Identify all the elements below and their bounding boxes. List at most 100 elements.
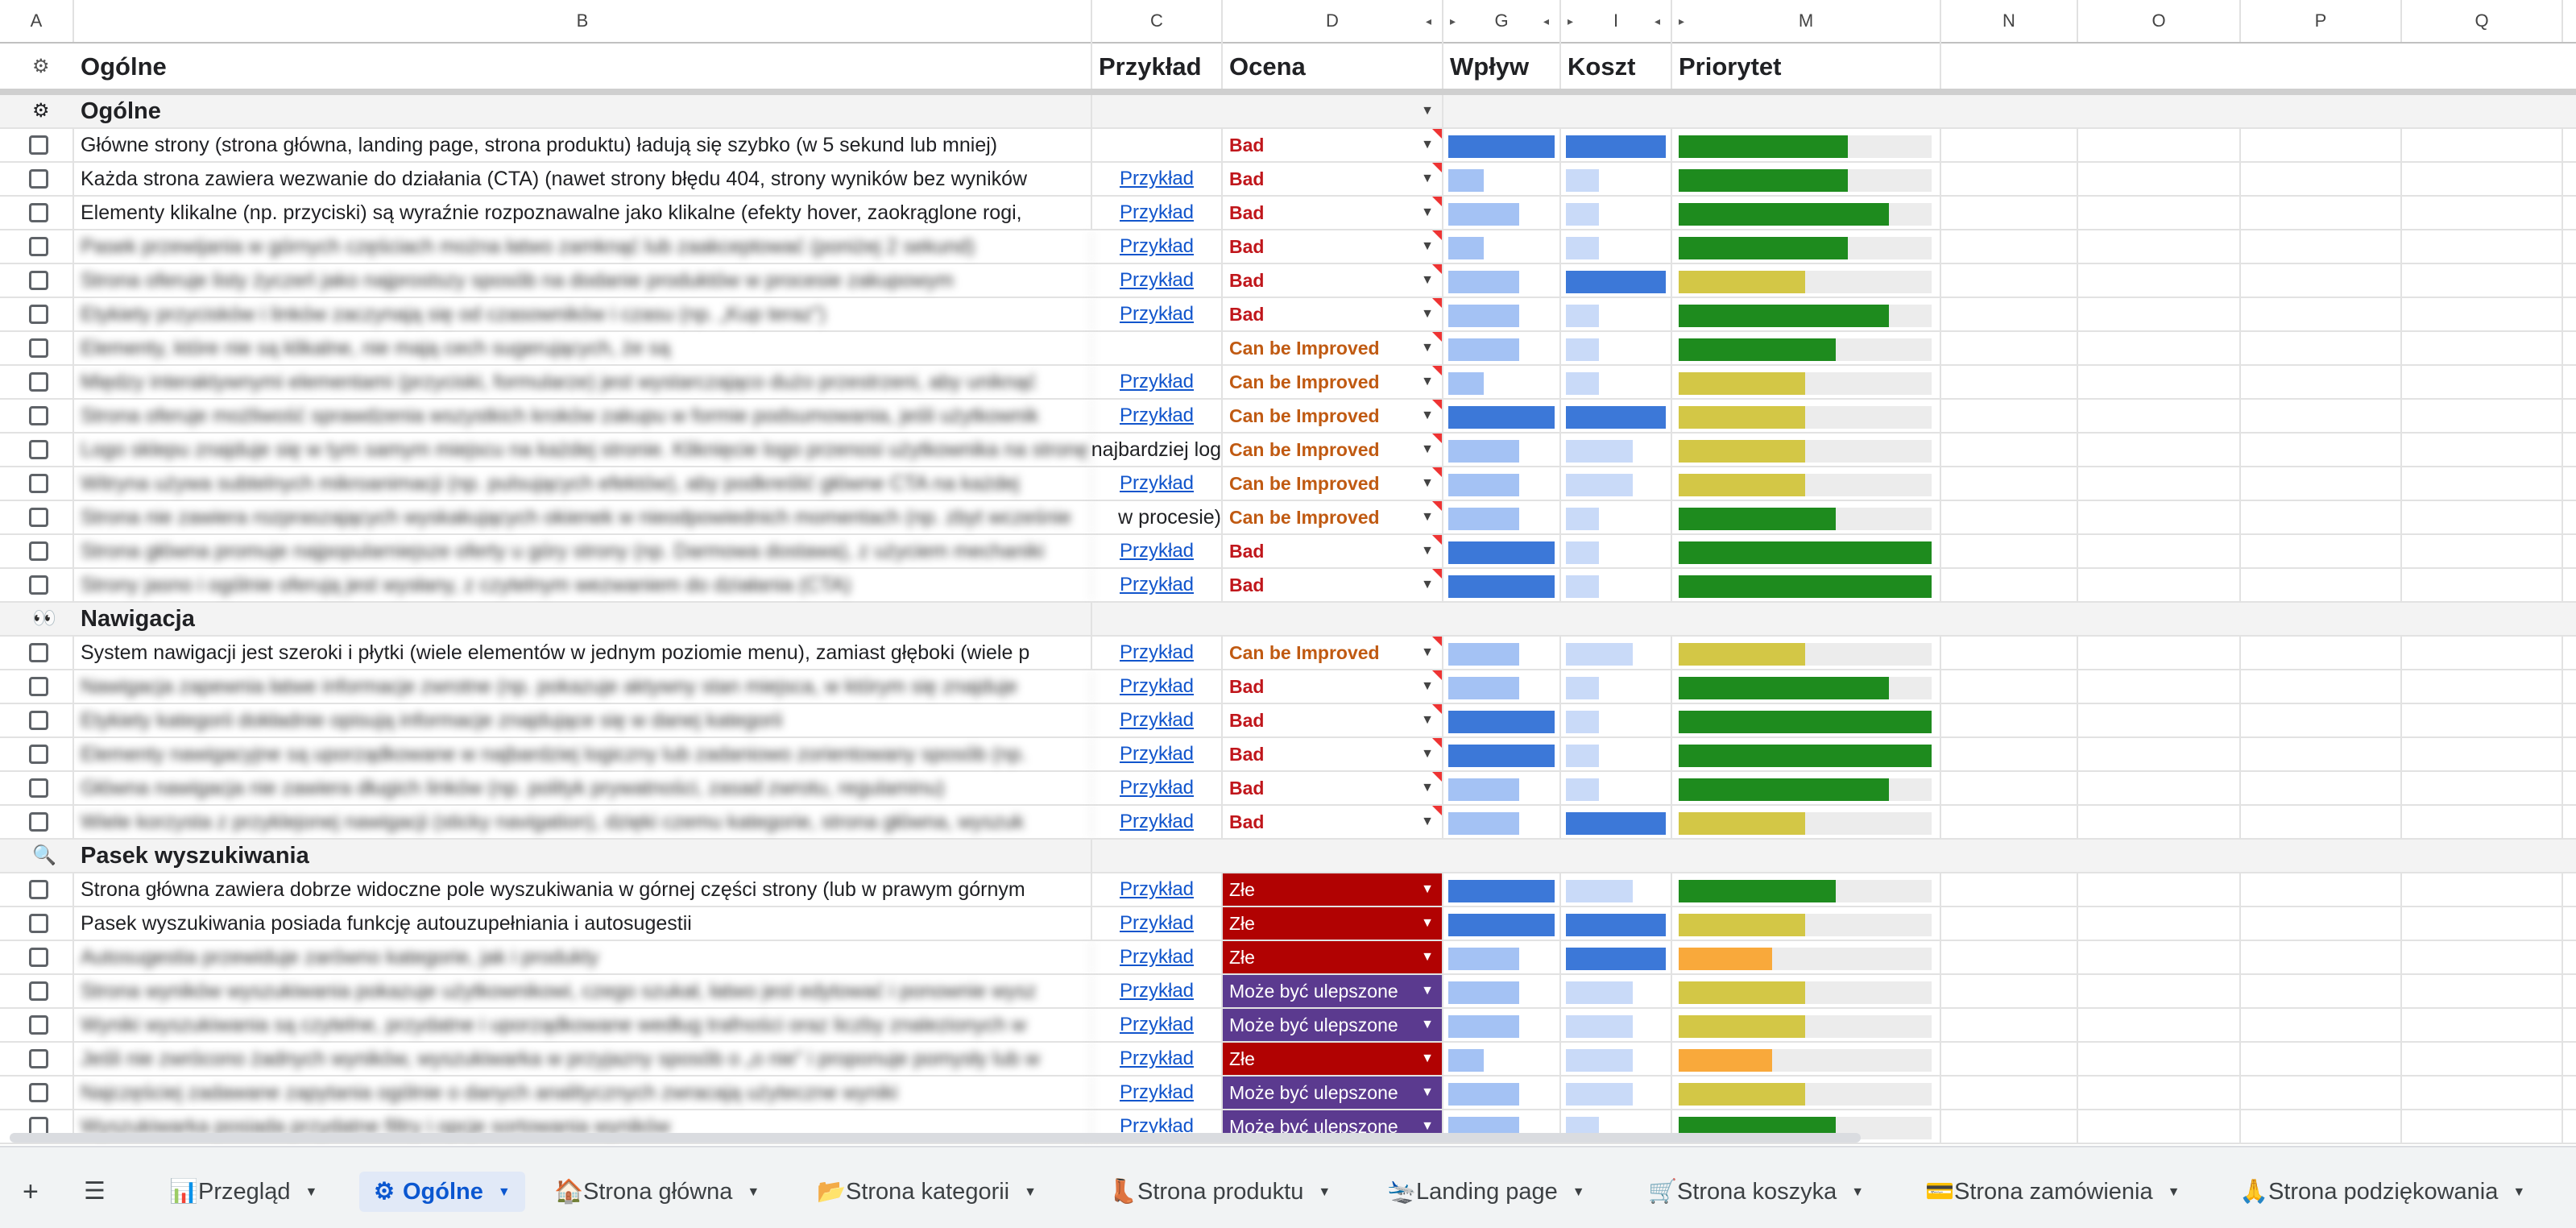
chevron-down-icon[interactable]: ▼ bbox=[1421, 172, 1434, 185]
chevron-down-icon[interactable]: ▼ bbox=[1421, 815, 1434, 828]
checkbox[interactable] bbox=[29, 508, 48, 527]
tab-przegląd[interactable]: 📊Przegląd ▼ bbox=[169, 1172, 317, 1212]
checkbox[interactable] bbox=[29, 1083, 48, 1102]
horizontal-scrollbar[interactable] bbox=[10, 1133, 1861, 1143]
checkbox[interactable] bbox=[29, 203, 48, 222]
add-sheet-icon[interactable]: + bbox=[23, 1176, 39, 1207]
chevron-down-icon[interactable]: ▼ bbox=[1421, 747, 1434, 761]
chevron-down-icon[interactable]: ▼ bbox=[497, 1185, 511, 1200]
rating-dropdown[interactable]: Can be Improved ▼ bbox=[1223, 467, 1443, 500]
hidden-columns-arrow-icon[interactable]: ▸ bbox=[1679, 15, 1685, 27]
checkbox[interactable] bbox=[29, 474, 48, 493]
example-link[interactable]: Przykład bbox=[1119, 743, 1195, 765]
chevron-down-icon[interactable]: ▼ bbox=[1421, 341, 1434, 355]
example-link[interactable]: Przykład bbox=[1119, 168, 1195, 189]
tab-strona-podziękowania[interactable]: 🙏Strona podziękowania ▼ bbox=[2239, 1172, 2525, 1212]
example-link[interactable]: Przykład bbox=[1119, 574, 1195, 595]
chevron-down-icon[interactable]: ▼ bbox=[1318, 1185, 1331, 1200]
example-link[interactable]: Przykład bbox=[1119, 980, 1195, 1002]
column-letter-n[interactable]: N bbox=[1941, 0, 2078, 42]
chevron-down-icon[interactable]: ▼ bbox=[1421, 1085, 1434, 1099]
checkbox[interactable] bbox=[29, 914, 48, 933]
rating-dropdown[interactable]: Bad ▼ bbox=[1223, 806, 1443, 838]
rating-dropdown[interactable]: Może być ulepszone ▼ bbox=[1223, 1009, 1443, 1041]
rating-dropdown[interactable]: Bad ▼ bbox=[1223, 738, 1443, 770]
checkbox[interactable] bbox=[29, 406, 48, 425]
chevron-down-icon[interactable]: ▼ bbox=[747, 1185, 760, 1200]
rating-dropdown[interactable]: Może być ulepszone ▼ bbox=[1223, 1077, 1443, 1109]
chevron-down-icon[interactable]: ▼ bbox=[1421, 1018, 1434, 1031]
tab-landing-page[interactable]: 🛬Landing page ▼ bbox=[1387, 1172, 1585, 1212]
chevron-down-icon[interactable]: ▼ bbox=[2167, 1185, 2180, 1200]
chevron-down-icon[interactable]: ▼ bbox=[1421, 307, 1434, 321]
chevron-down-icon[interactable]: ▼ bbox=[1421, 1052, 1434, 1065]
chevron-down-icon[interactable]: ▼ bbox=[1421, 781, 1434, 794]
chevron-down-icon[interactable]: ▼ bbox=[1421, 679, 1434, 693]
chevron-down-icon[interactable]: ▼ bbox=[1421, 273, 1434, 287]
all-sheets-menu-icon[interactable]: ☰ bbox=[84, 1178, 106, 1205]
rating-dropdown[interactable]: Bad ▼ bbox=[1223, 129, 1443, 161]
checkbox[interactable] bbox=[29, 575, 48, 595]
example-link[interactable]: Przykład bbox=[1119, 675, 1195, 697]
column-letter-i[interactable]: I bbox=[1561, 0, 1672, 42]
example-link[interactable]: Przykład bbox=[1119, 303, 1195, 325]
rating-dropdown[interactable]: Bad ▼ bbox=[1223, 569, 1443, 601]
rating-dropdown[interactable]: Bad ▼ bbox=[1223, 197, 1443, 229]
rating-dropdown[interactable]: Can be Improved ▼ bbox=[1223, 366, 1443, 398]
hidden-columns-arrow-icon[interactable]: ▸ bbox=[1568, 15, 1574, 27]
rating-dropdown[interactable]: Bad ▼ bbox=[1223, 230, 1443, 263]
checkbox[interactable] bbox=[29, 440, 48, 459]
checkbox[interactable] bbox=[29, 372, 48, 392]
example-link[interactable]: Przykład bbox=[1119, 709, 1195, 731]
chevron-down-icon[interactable]: ▼ bbox=[1421, 442, 1434, 456]
rating-dropdown[interactable]: Złe ▼ bbox=[1223, 941, 1443, 973]
chevron-down-icon[interactable]: ▼ bbox=[1421, 950, 1434, 964]
hidden-columns-arrow-icon[interactable]: ◂ bbox=[1655, 15, 1661, 27]
chevron-down-icon[interactable]: ▼ bbox=[1421, 882, 1434, 896]
checkbox[interactable] bbox=[29, 135, 48, 155]
hidden-columns-arrow-icon[interactable]: ◂ bbox=[1426, 15, 1432, 27]
rating-dropdown[interactable]: Może być ulepszone ▼ bbox=[1223, 975, 1443, 1007]
hidden-columns-arrow-icon[interactable]: ◂ bbox=[1543, 15, 1550, 27]
example-link[interactable]: Przykład bbox=[1119, 777, 1195, 799]
example-link[interactable]: Przykład bbox=[1119, 1081, 1195, 1103]
chevron-down-icon[interactable]: ▼ bbox=[1421, 544, 1434, 558]
tab-strona-kategorii[interactable]: 📂Strona kategorii ▼ bbox=[817, 1172, 1037, 1212]
chevron-down-icon[interactable]: ▼ bbox=[1421, 239, 1434, 253]
column-letter-d[interactable]: D bbox=[1223, 0, 1443, 42]
example-link[interactable]: Przykład bbox=[1119, 404, 1195, 426]
checkbox[interactable] bbox=[29, 745, 48, 764]
checkbox[interactable] bbox=[29, 271, 48, 290]
rating-dropdown[interactable]: Bad ▼ bbox=[1223, 298, 1443, 330]
hidden-columns-arrow-icon[interactable]: ▸ bbox=[1450, 15, 1456, 27]
tab-strona-zamówienia[interactable]: 💳Strona zamówienia ▼ bbox=[1925, 1172, 2180, 1212]
rating-dropdown[interactable]: Bad ▼ bbox=[1223, 163, 1443, 195]
checkbox[interactable] bbox=[29, 778, 48, 798]
example-link[interactable]: Przykład bbox=[1119, 946, 1195, 968]
section-dropdown[interactable]: ▼ bbox=[1223, 95, 1443, 127]
chevron-down-icon[interactable]: ▼ bbox=[1421, 104, 1434, 118]
chevron-down-icon[interactable]: ▼ bbox=[1024, 1185, 1037, 1200]
column-letter-p[interactable]: P bbox=[2241, 0, 2402, 42]
checkbox[interactable] bbox=[29, 643, 48, 662]
rating-dropdown[interactable]: Bad ▼ bbox=[1223, 264, 1443, 297]
example-link[interactable]: Przykład bbox=[1119, 371, 1195, 392]
chevron-down-icon[interactable]: ▼ bbox=[1421, 138, 1434, 151]
example-link[interactable]: Przykład bbox=[1119, 235, 1195, 257]
example-link[interactable]: Przykład bbox=[1119, 1014, 1195, 1035]
chevron-down-icon[interactable]: ▼ bbox=[304, 1185, 318, 1200]
checkbox[interactable] bbox=[29, 812, 48, 832]
rating-dropdown[interactable]: Can be Improved ▼ bbox=[1223, 400, 1443, 432]
column-letter-g[interactable]: G bbox=[1443, 0, 1561, 42]
column-letter-c[interactable]: C bbox=[1092, 0, 1223, 42]
checkbox[interactable] bbox=[29, 711, 48, 730]
example-link[interactable]: Przykład bbox=[1119, 811, 1195, 832]
rating-dropdown[interactable]: Bad ▼ bbox=[1223, 670, 1443, 703]
rating-dropdown[interactable]: Złe ▼ bbox=[1223, 1043, 1443, 1075]
chevron-down-icon[interactable]: ▼ bbox=[1421, 578, 1434, 591]
checkbox[interactable] bbox=[29, 880, 48, 899]
chevron-down-icon[interactable]: ▼ bbox=[1421, 1119, 1434, 1133]
checkbox[interactable] bbox=[29, 1015, 48, 1035]
rating-dropdown[interactable]: Bad ▼ bbox=[1223, 535, 1443, 567]
spreadsheet-grid[interactable]: A B C D G I M N O P Q ◂ ▸ ◂ ▸ ◂ ▸ ⚙ Ogólne Przykład Ocena Wp… bbox=[0, 0, 2576, 1146]
